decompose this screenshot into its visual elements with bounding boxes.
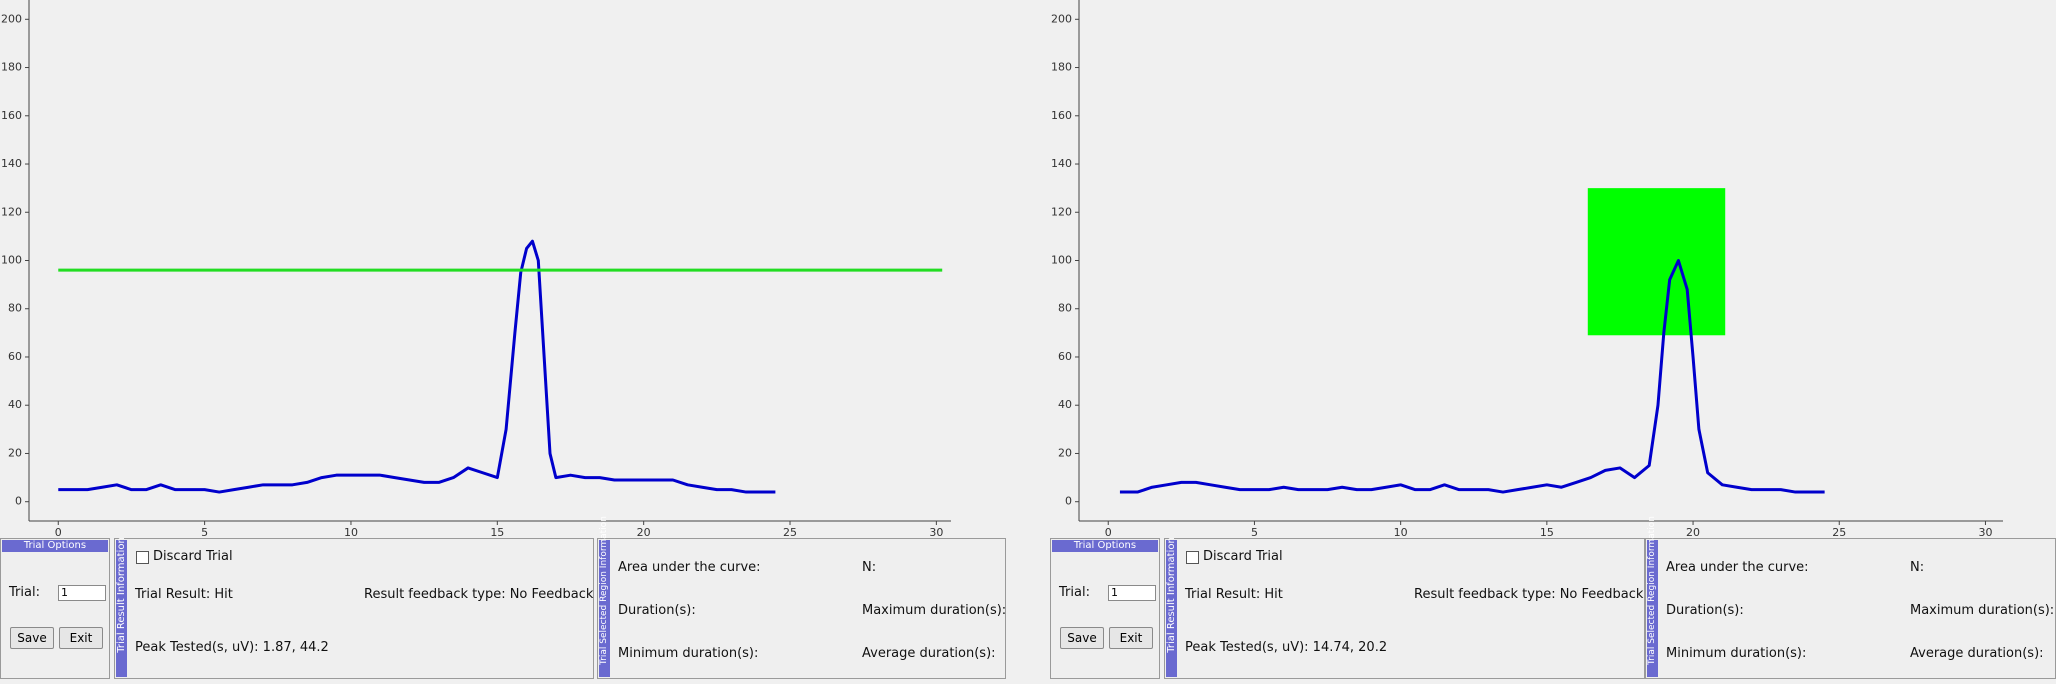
trial-result: Trial Result Information Discard Trial Tri… (114, 537, 594, 679)
y-tick-label: 40 (8, 398, 22, 411)
x-tick-label: 20 (1686, 526, 1700, 538)
y-tick-label: 60 (1058, 350, 1072, 363)
y-tick-label: 180 (1051, 61, 1072, 74)
n-label: N: (862, 560, 877, 575)
save-button[interactable]: Save (10, 627, 54, 649)
y-tick-label: 40 (1058, 398, 1072, 411)
area-label: Area under the curve: (618, 560, 761, 575)
y-tick-label: 60 (8, 350, 22, 363)
feedback-type: Result feedback type: No Feedback (1414, 587, 1644, 602)
save-button[interactable]: Save (1060, 627, 1104, 649)
trial-options-title: Trial Options (2, 540, 108, 552)
y-tick-label: 20 (1058, 446, 1072, 459)
trial-options-title: Trial Options (1052, 540, 1158, 552)
max-duration-label: Maximum duration(s): (1910, 603, 2055, 618)
exit-button[interactable]: Exit (59, 627, 103, 649)
duration-label: Duration(s): (1666, 603, 1744, 618)
y-tick-label: 140 (1, 157, 22, 170)
title-strip: Trial Selected Region Information (599, 516, 610, 677)
trial-result-title: Trial Result Information (116, 537, 127, 653)
x-tick-label: 25 (1832, 526, 1846, 538)
region-info: Trial Selected Region Information Area un… (1645, 516, 2056, 679)
y-tick-label: 120 (1051, 205, 1072, 218)
y-tick-label: 0 (15, 495, 22, 508)
trial-spinbox[interactable]: 1 (58, 585, 106, 601)
x-tick-label: 0 (55, 526, 62, 538)
y-tick-label: 0 (1065, 495, 1072, 508)
y-tick-label: 180 (1, 61, 22, 74)
avg-duration-label: Average duration(s): (862, 646, 996, 661)
x-tick-label: 0 (1105, 526, 1112, 538)
discard-checkbox[interactable] (1186, 551, 1199, 564)
x-tick-label: 15 (490, 526, 504, 538)
x-tick-label: 25 (783, 526, 797, 538)
x-tick-label: 30 (929, 526, 943, 538)
trial-label: Trial: (1059, 585, 1090, 600)
duration-label: Duration(s): (618, 603, 696, 618)
min-duration-label: Minimum duration(s): (618, 646, 759, 661)
max-duration-label: Maximum duration(s): (862, 603, 1007, 618)
signal-line (1119, 259, 1825, 494)
x-tick-label: 5 (1251, 526, 1258, 538)
region-title: Trial Selected Region Information (599, 516, 609, 665)
avg-duration-label: Average duration(s): (1910, 646, 2044, 661)
signal-line (58, 239, 776, 494)
x-tick-label: 20 (637, 526, 651, 538)
selected-region (1587, 188, 1726, 336)
x-tick-label: 30 (1978, 526, 1992, 538)
region-title: Trial Selected Region Information (1647, 516, 1657, 665)
y-tick-label: 200 (1, 12, 22, 25)
y-tick-label: 140 (1051, 157, 1072, 170)
title-strip: Trial Selected Region Information (1647, 516, 1658, 677)
trial-result: Trial Result: Hit (1185, 587, 1283, 602)
trial-options: Trial Options Trial: 1 Save Exit (0, 538, 110, 679)
exit-button[interactable]: Exit (1109, 627, 1153, 649)
trial-result: Trial Result Information Discard Trial Tri… (1164, 537, 1645, 679)
feedback-type: Result feedback type: No Feedback (364, 587, 594, 602)
y-tick-label: 100 (1, 254, 22, 267)
y-tick-label: 100 (1051, 254, 1072, 267)
peak-tested: Peak Tested(s, uV): 14.74, 20.2 (1185, 640, 1388, 655)
title-strip: Trial Result Information (1166, 537, 1177, 677)
n-label: N: (1910, 560, 1925, 575)
y-tick-label: 80 (8, 302, 22, 315)
area-label: Area under the curve: (1666, 560, 1809, 575)
y-tick-label: 160 (1, 109, 22, 122)
discard-checkbox[interactable] (136, 551, 149, 564)
x-tick-label: 10 (1394, 526, 1408, 538)
y-tick-label: 20 (8, 446, 22, 459)
y-tick-label: 80 (1058, 302, 1072, 315)
x-tick-label: 10 (344, 526, 358, 538)
peak-tested: Peak Tested(s, uV): 1.87, 44.2 (135, 640, 329, 655)
min-duration-label: Minimum duration(s): (1666, 646, 1807, 661)
region-info: Trial Selected Region Information Area un… (597, 516, 1007, 679)
x-tick-label: 15 (1540, 526, 1554, 538)
y-tick-label: 200 (1051, 12, 1072, 25)
title-strip: Trial Result Information (116, 537, 127, 677)
discard-label: Discard Trial (1203, 549, 1283, 564)
y-tick-label: 120 (1, 205, 22, 218)
trial-options: Trial Options Trial: 1 Save Exit (1050, 538, 1160, 679)
trial-label: Trial: (9, 585, 40, 600)
trial-result: Trial Result: Hit (135, 587, 233, 602)
trial-result-title: Trial Result Information (1166, 537, 1177, 653)
discard-label: Discard Trial (153, 549, 233, 564)
y-tick-label: 160 (1051, 109, 1072, 122)
trial-spinbox[interactable]: 1 (1108, 585, 1156, 601)
x-tick-label: 5 (201, 526, 208, 538)
